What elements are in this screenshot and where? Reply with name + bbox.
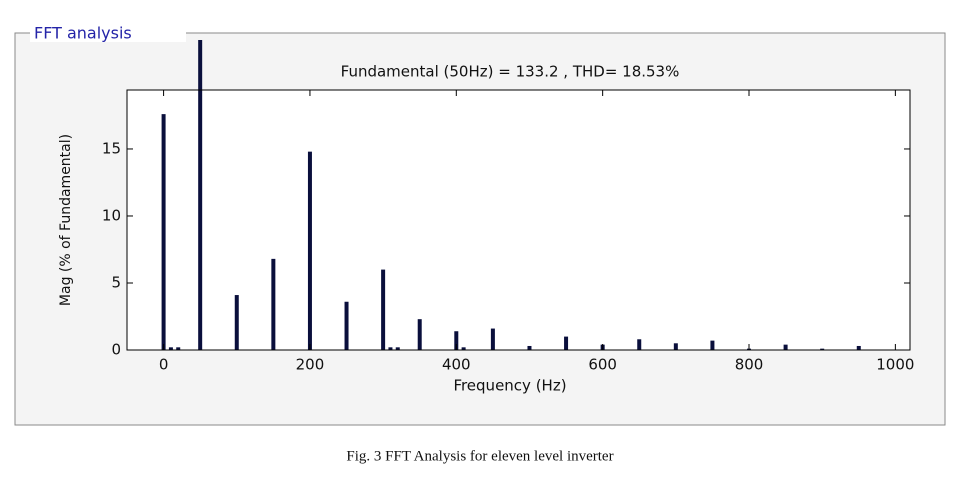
bar	[381, 269, 386, 350]
marks	[161, 40, 861, 350]
bar	[161, 114, 166, 350]
bar	[637, 339, 642, 350]
title-bg	[30, 24, 186, 42]
plot-area	[127, 90, 910, 350]
bar	[527, 345, 532, 350]
bar	[344, 301, 349, 350]
bar	[271, 258, 276, 350]
bar	[673, 343, 678, 350]
y-tick-label: 10	[102, 206, 121, 224]
bar	[417, 319, 422, 350]
y-tick-label: 15	[102, 139, 121, 157]
bar	[198, 40, 203, 350]
bar	[461, 347, 466, 350]
panel-title: FFT analysis	[34, 24, 132, 43]
bar	[783, 344, 788, 350]
bar	[395, 347, 400, 350]
x-tick-label: 1000	[876, 356, 914, 374]
bar	[564, 336, 569, 350]
caption: Fig. 3 FFT Analysis for eleven level inv…	[346, 448, 613, 464]
axes-box	[126, 89, 911, 351]
bar	[710, 340, 715, 350]
bar	[388, 347, 393, 350]
x-axis-label: Frequency (Hz)	[453, 377, 566, 395]
subtitle: Fundamental (50Hz) = 133.2 , THD= 18.53%	[341, 63, 680, 81]
bar	[176, 347, 181, 350]
x-tick-label: 200	[296, 356, 325, 374]
x-tick-label: 0	[159, 356, 169, 374]
bar	[820, 348, 825, 350]
bar	[856, 345, 861, 350]
y-axis-label: Mag (% of Fundamental)	[58, 134, 74, 306]
bar	[454, 331, 459, 350]
y-tick-label: 5	[111, 273, 121, 291]
bar	[168, 347, 173, 350]
bar	[234, 295, 239, 350]
x-tick-label: 400	[442, 356, 471, 374]
bar	[490, 328, 495, 350]
x-tick-label: 600	[588, 356, 617, 374]
y-tick-label: 0	[111, 341, 121, 359]
x-tick-label: 800	[735, 356, 764, 374]
bar	[307, 151, 312, 350]
